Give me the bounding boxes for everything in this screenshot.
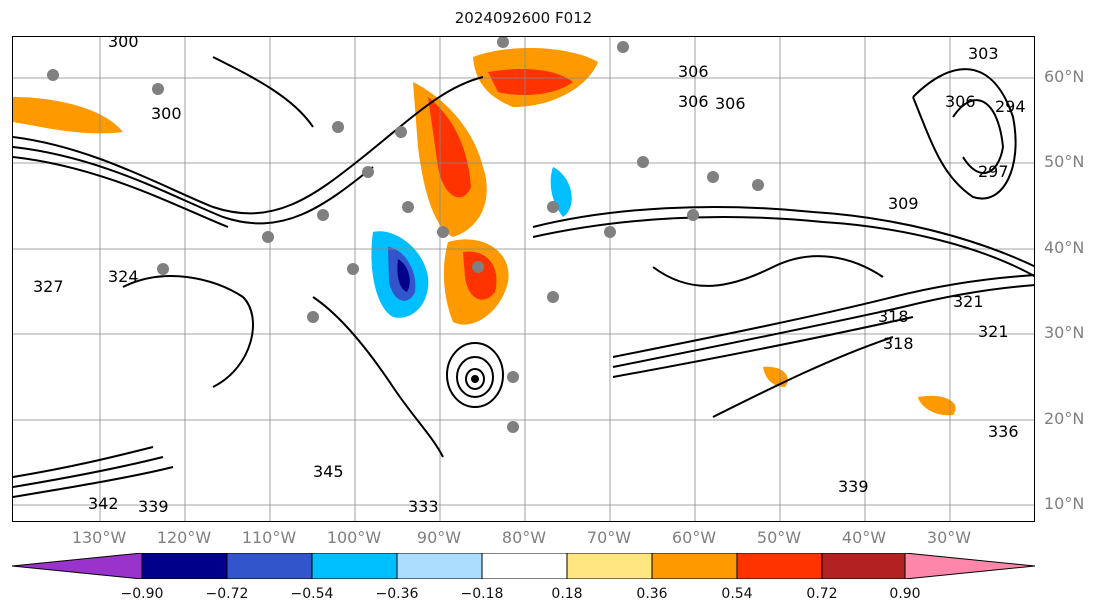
map-title: 2024092600 F012 — [454, 9, 593, 27]
contour-label: 324 — [108, 267, 139, 286]
contour-label: 339 — [138, 497, 169, 516]
contour-labels: 300 300 306 306 306 306 303 294 297 309 … — [33, 37, 1026, 516]
lat-label: 60°N — [1044, 67, 1085, 86]
colorbar-tick-label: 0.90 — [889, 586, 921, 602]
colorbar-tick-label: 0.72 — [806, 586, 838, 602]
lon-label: 130°W — [71, 528, 127, 547]
contour-label: 306 — [678, 62, 709, 81]
lon-label: 90°W — [416, 528, 462, 547]
lon-label: 30°W — [926, 528, 972, 547]
lat-label: 50°N — [1044, 152, 1085, 171]
contour-label: 300 — [108, 37, 139, 51]
contour-label: 300 — [151, 104, 182, 123]
lon-label: 50°W — [756, 528, 802, 547]
colorbar-tick-label: 0.36 — [636, 586, 668, 602]
contour-label: 321 — [953, 292, 984, 311]
colorbar-segment — [12, 553, 142, 579]
theta-contours — [13, 56, 1034, 498]
lat-label: 20°N — [1044, 409, 1085, 428]
closed-low — [446, 342, 504, 408]
contour-label: 306 — [945, 92, 976, 111]
colorbar-tick-label: −0.72 — [205, 586, 249, 602]
colorbar-tick-label: −0.36 — [375, 586, 419, 602]
contour-label: 321 — [978, 322, 1009, 341]
navy-region — [397, 259, 410, 292]
contour-label: 306 — [715, 94, 746, 113]
contour-label: 318 — [883, 334, 914, 353]
contour-label: 306 — [678, 92, 709, 111]
colorbar — [12, 553, 1035, 579]
contour-label: 309 — [888, 194, 919, 213]
map-panel: 300 300 306 306 306 306 303 294 297 309 … — [12, 36, 1035, 522]
colorbar-segment — [482, 553, 567, 579]
station-markers — [47, 37, 764, 433]
colorbar-tick-label: −0.54 — [290, 586, 334, 602]
colorbar-segment — [652, 553, 737, 579]
contour-label: 339 — [838, 477, 869, 496]
colorbar-tick-label: 0.18 — [551, 586, 583, 602]
orange-region-west — [13, 97, 123, 134]
contour-label: 318 — [878, 307, 909, 326]
contour-label: 333 — [408, 497, 439, 516]
contour-label: 327 — [33, 277, 64, 296]
lat-label: 30°N — [1044, 323, 1085, 342]
red-region-north — [428, 97, 471, 198]
red-region-ne — [488, 69, 573, 95]
lon-label: 60°W — [671, 528, 717, 547]
lon-label: 70°W — [586, 528, 632, 547]
colorbar-tick-label: 0.54 — [721, 586, 753, 602]
colorbar-segment — [397, 553, 482, 579]
colorbar-segment — [227, 553, 312, 579]
contour-label: 342 — [88, 494, 119, 513]
colorbar-segment — [142, 553, 227, 579]
contour-label: 336 — [988, 422, 1019, 441]
colorbar-segment — [737, 553, 822, 579]
contour-label: 303 — [968, 44, 999, 63]
contour-label: 297 — [978, 162, 1009, 181]
lon-label: 80°W — [501, 528, 547, 547]
lon-label: 100°W — [326, 528, 382, 547]
colorbar-segment — [822, 553, 905, 579]
lat-lon-grid — [13, 37, 1034, 521]
lon-label: 40°W — [841, 528, 887, 547]
lon-label: 110°W — [241, 528, 297, 547]
lat-label: 40°N — [1044, 238, 1085, 257]
red-region-central — [463, 251, 497, 300]
orange-region-east — [918, 395, 956, 416]
lat-label: 10°N — [1044, 494, 1085, 513]
colorbar-segment — [312, 553, 397, 579]
shaded-fields — [13, 47, 956, 416]
contour-label: 294 — [995, 97, 1026, 116]
colorbar-tick-label: −0.18 — [460, 586, 504, 602]
colorbar-segment — [905, 553, 1035, 579]
colorbar-tick-label: −0.90 — [120, 586, 164, 602]
map-canvas: 300 300 306 306 306 306 303 294 297 309 … — [13, 37, 1034, 521]
colorbar-segment — [567, 553, 652, 579]
lon-label: 120°W — [156, 528, 212, 547]
contour-label: 345 — [313, 462, 344, 481]
orange-region-south — [763, 366, 788, 387]
colorbar-ticks — [141, 553, 906, 579]
